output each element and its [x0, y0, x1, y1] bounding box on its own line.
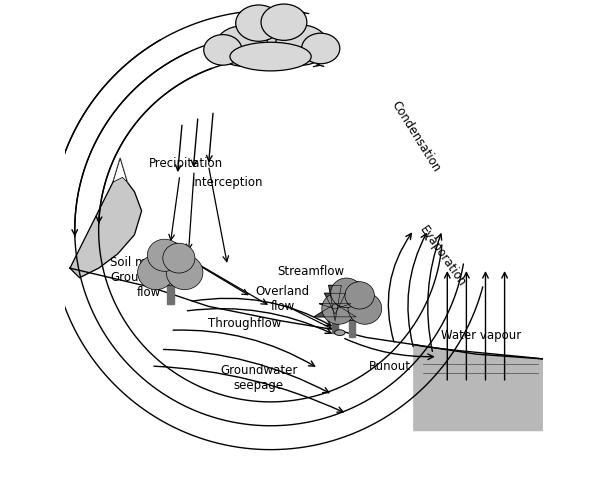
Polygon shape — [113, 158, 127, 182]
Polygon shape — [314, 304, 356, 317]
Text: Groundwater
seepage: Groundwater seepage — [220, 364, 297, 392]
Ellipse shape — [332, 281, 371, 320]
Ellipse shape — [345, 282, 375, 309]
Polygon shape — [319, 304, 351, 309]
Ellipse shape — [148, 242, 192, 285]
Text: Interception: Interception — [192, 176, 263, 189]
Ellipse shape — [261, 4, 307, 40]
Text: Throughflow: Throughflow — [207, 317, 281, 330]
Polygon shape — [333, 317, 337, 332]
Text: Precipitation: Precipitation — [149, 157, 223, 170]
Ellipse shape — [275, 25, 328, 65]
Text: Soil moisture
Groundwater
flow: Soil moisture Groundwater flow — [110, 256, 187, 299]
Ellipse shape — [166, 255, 203, 290]
Polygon shape — [70, 158, 142, 278]
Ellipse shape — [235, 15, 306, 68]
Ellipse shape — [230, 42, 311, 71]
Ellipse shape — [137, 255, 174, 290]
Ellipse shape — [302, 33, 340, 64]
Ellipse shape — [147, 239, 182, 271]
Ellipse shape — [163, 243, 195, 273]
Polygon shape — [348, 319, 355, 337]
Polygon shape — [329, 285, 341, 321]
Ellipse shape — [216, 26, 268, 66]
Text: Evaporation: Evaporation — [416, 223, 468, 289]
Ellipse shape — [348, 293, 382, 324]
Text: Condensation: Condensation — [389, 99, 443, 175]
Polygon shape — [325, 293, 345, 314]
Ellipse shape — [236, 5, 282, 41]
Ellipse shape — [204, 34, 242, 65]
Text: Streamflow: Streamflow — [278, 265, 345, 278]
Ellipse shape — [209, 24, 333, 72]
Polygon shape — [414, 344, 543, 431]
Text: Water vapour: Water vapour — [441, 329, 521, 342]
Text: Overland
flow: Overland flow — [255, 285, 309, 313]
Text: Runout: Runout — [369, 360, 411, 373]
Ellipse shape — [334, 330, 345, 335]
Polygon shape — [167, 284, 174, 304]
Ellipse shape — [322, 293, 356, 324]
Ellipse shape — [331, 278, 362, 308]
